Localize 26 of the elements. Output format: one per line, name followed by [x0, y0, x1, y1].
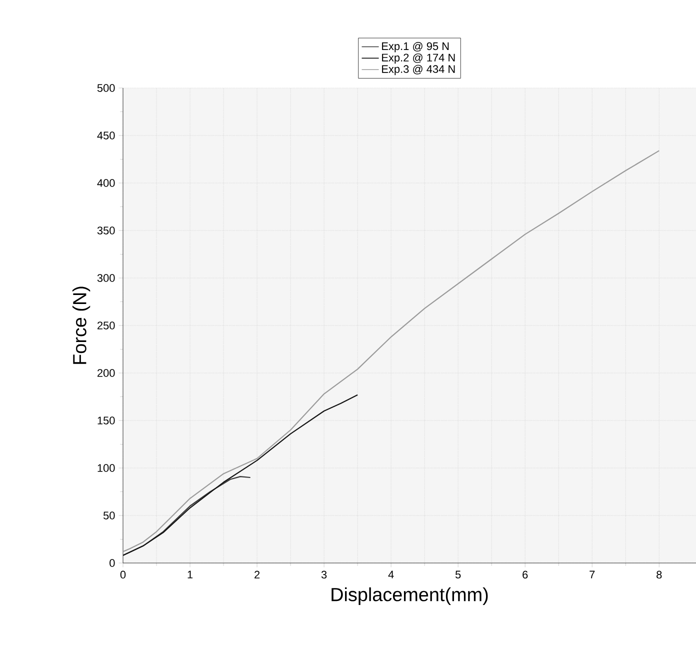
- x-tick-label: 8: [656, 570, 662, 579]
- y-tick-label: 150: [98, 416, 115, 424]
- x-axis-title: Displacement(mm): [332, 587, 488, 605]
- x-tick-label: 5: [455, 570, 461, 578]
- legend-label: Exp.3 @ 434 N: [382, 64, 455, 76]
- y-axis-title: Force (N): [72, 286, 90, 364]
- y-tick-label: 400: [97, 179, 115, 187]
- x-tick-label: 6: [522, 570, 528, 579]
- y-tick-label: 200: [97, 369, 115, 377]
- x-tick-label: 1: [188, 570, 193, 578]
- x-tick-label: 7: [590, 570, 595, 578]
- y-tick-label: 500: [97, 84, 115, 92]
- x-tick-label: 3: [321, 570, 327, 579]
- y-tick-label: 0: [110, 559, 115, 567]
- x-tick-label: 0: [120, 570, 126, 579]
- y-tick-label: 50: [103, 512, 115, 520]
- y-tick-label: 300: [97, 274, 115, 282]
- x-tick-label: 4: [388, 570, 394, 578]
- y-tick-label: 350: [97, 226, 115, 234]
- y-tick-label: 100: [98, 464, 115, 472]
- x-tick-label: 2: [254, 570, 260, 578]
- y-tick-label: 450: [97, 132, 115, 140]
- legend-label: Exp.1 @ 95 N: [382, 42, 449, 52]
- y-tick-label: 250: [97, 322, 115, 330]
- line-series: [123, 394, 358, 556]
- legend-label: Exp.2 @ 174 N: [382, 53, 455, 64]
